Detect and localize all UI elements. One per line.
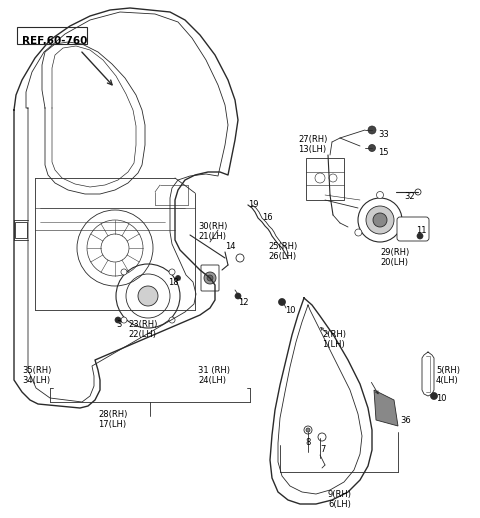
Circle shape: [398, 229, 405, 236]
Text: 15: 15: [378, 148, 388, 157]
Circle shape: [176, 276, 180, 281]
Circle shape: [278, 298, 286, 306]
Text: 5(RH)
4(LH): 5(RH) 4(LH): [436, 366, 460, 385]
Text: 10: 10: [285, 306, 296, 315]
Circle shape: [368, 126, 376, 134]
Text: 33: 33: [378, 130, 389, 139]
FancyBboxPatch shape: [17, 27, 87, 44]
Circle shape: [115, 317, 121, 323]
Text: 35(RH)
34(LH): 35(RH) 34(LH): [22, 366, 51, 385]
Text: 18: 18: [168, 278, 179, 287]
Circle shape: [306, 428, 310, 432]
Text: 29(RH)
20(LH): 29(RH) 20(LH): [380, 248, 409, 267]
Circle shape: [369, 145, 375, 151]
Text: 23(RH)
22(LH): 23(RH) 22(LH): [128, 320, 157, 339]
Text: 28(RH)
17(LH): 28(RH) 17(LH): [98, 410, 127, 429]
FancyBboxPatch shape: [397, 217, 429, 241]
Text: 12: 12: [238, 298, 249, 307]
Text: 16: 16: [262, 213, 273, 222]
Circle shape: [355, 229, 362, 236]
Circle shape: [417, 233, 423, 239]
Text: 27(RH)
13(LH): 27(RH) 13(LH): [298, 135, 327, 154]
Text: REF.60-760: REF.60-760: [22, 36, 87, 46]
FancyBboxPatch shape: [306, 158, 344, 200]
Circle shape: [366, 206, 394, 234]
Circle shape: [373, 213, 387, 227]
Circle shape: [169, 317, 175, 323]
Text: 31 (RH)
24(LH): 31 (RH) 24(LH): [198, 366, 230, 385]
Text: 19: 19: [248, 200, 259, 209]
Text: 10: 10: [436, 394, 446, 403]
Circle shape: [138, 286, 158, 306]
Text: 2(RH)
1(LH): 2(RH) 1(LH): [322, 330, 346, 350]
Text: 36: 36: [400, 416, 411, 425]
Circle shape: [121, 317, 127, 323]
Text: 8: 8: [305, 438, 311, 447]
Text: 25(RH)
26(LH): 25(RH) 26(LH): [268, 242, 297, 262]
Circle shape: [431, 393, 437, 399]
Circle shape: [207, 275, 213, 281]
Circle shape: [121, 269, 127, 275]
Circle shape: [169, 269, 175, 275]
Text: 9(RH)
6(LH): 9(RH) 6(LH): [328, 490, 352, 509]
Text: 11: 11: [416, 226, 427, 235]
Text: 32: 32: [404, 192, 415, 201]
Circle shape: [204, 272, 216, 284]
Text: 3: 3: [116, 320, 121, 329]
Circle shape: [235, 293, 241, 299]
Circle shape: [376, 192, 384, 198]
FancyBboxPatch shape: [201, 265, 219, 291]
Text: 7: 7: [320, 445, 325, 454]
FancyBboxPatch shape: [15, 222, 27, 238]
Polygon shape: [374, 390, 398, 426]
Text: 14: 14: [225, 242, 236, 251]
Text: 30(RH)
21(LH): 30(RH) 21(LH): [198, 222, 228, 241]
